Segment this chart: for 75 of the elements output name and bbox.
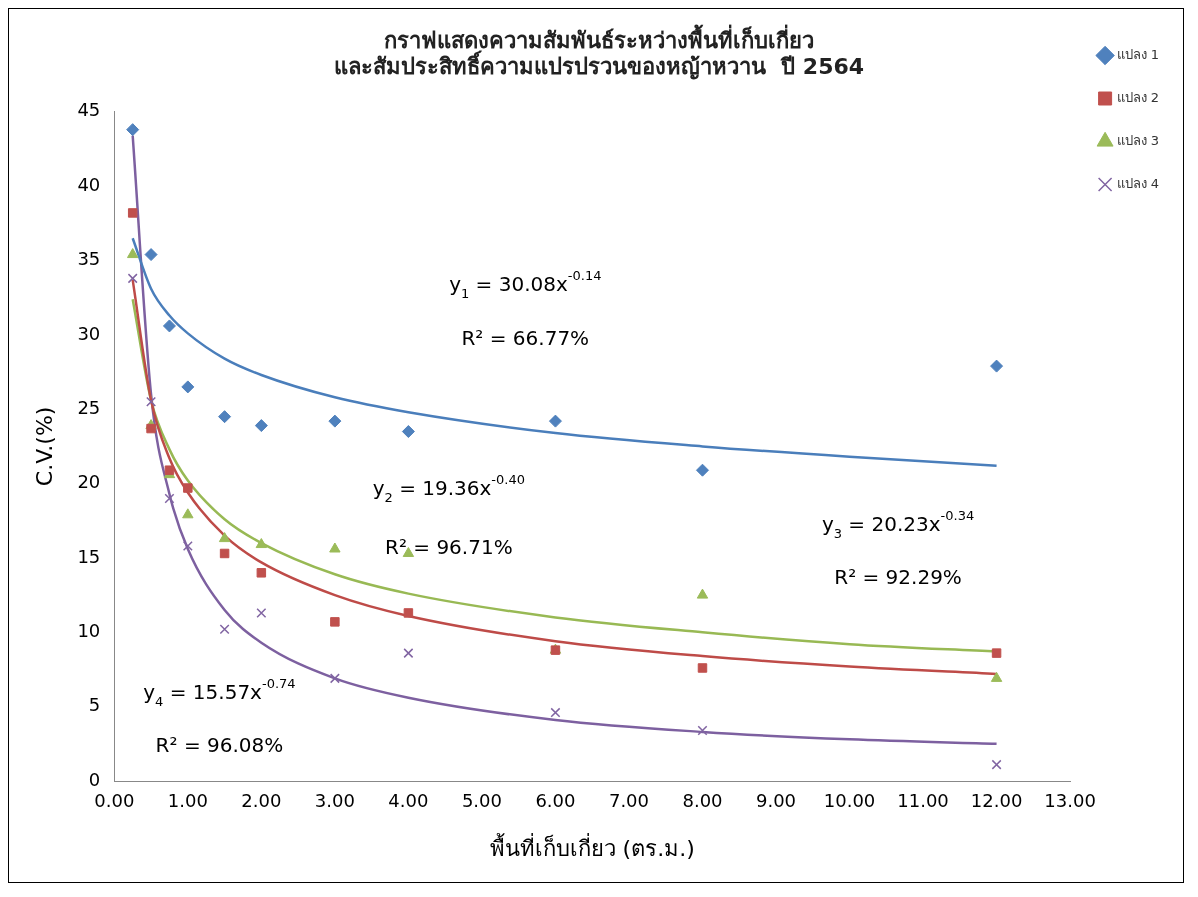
- point: [218, 532, 231, 543]
- legend-label: แปลง 3: [1116, 132, 1159, 148]
- x-tick-label: 5.00: [461, 790, 502, 812]
- annotation: R² = 96.71%: [385, 534, 513, 559]
- point: [328, 414, 342, 428]
- point: [218, 410, 232, 424]
- y-tick-label: 25: [77, 396, 101, 418]
- annotation: R² = 92.29%: [834, 565, 962, 590]
- annotation: R² = 66.77%: [461, 325, 590, 350]
- point: [127, 208, 138, 218]
- point: [164, 493, 175, 504]
- x-tick-label: 2.00: [241, 790, 282, 812]
- point: [991, 759, 1002, 770]
- point: [330, 617, 340, 627]
- point: [181, 380, 195, 394]
- point: [256, 568, 267, 578]
- point: [403, 608, 414, 618]
- x-tick-label: 9.00: [755, 790, 797, 812]
- point: [219, 624, 230, 635]
- legend-label: แปลง 1: [1116, 46, 1159, 62]
- point: [990, 359, 1004, 373]
- x-axis-title: พื้นที่เก็บเกี่ยว (ตร.ม.): [489, 832, 695, 861]
- point: [162, 319, 176, 333]
- point: [146, 396, 157, 407]
- point: [403, 648, 414, 659]
- point: [126, 123, 140, 137]
- line-series: [131, 236, 998, 467]
- point: [696, 588, 709, 599]
- x-tick-label: 0.00: [94, 790, 135, 812]
- legend-label: แปลง 2: [1116, 89, 1159, 105]
- y-tick-label: 10: [77, 619, 101, 641]
- y-tick-label: 20: [77, 471, 101, 493]
- point: [990, 671, 1003, 682]
- point: [254, 419, 268, 433]
- x-tick-label: 10.00: [823, 790, 876, 812]
- point: [127, 273, 138, 284]
- point: [550, 707, 561, 718]
- point: [697, 663, 708, 673]
- point: [183, 483, 193, 493]
- point: [164, 465, 175, 475]
- point: [126, 248, 139, 259]
- point: [695, 463, 709, 477]
- point: [255, 538, 268, 549]
- y-tick-label: 45: [77, 99, 101, 121]
- point: [401, 425, 415, 439]
- x-tick-label: 13.00: [1044, 790, 1096, 812]
- x-tick-label: 6.00: [535, 790, 576, 812]
- legend-label: แปลง 4: [1116, 175, 1159, 191]
- y-tick-label: 15: [77, 545, 101, 567]
- x-tick-label: 4.00: [388, 790, 429, 812]
- y-axis-title: C.V.(%): [31, 406, 57, 487]
- point: [697, 725, 708, 736]
- point: [146, 423, 156, 434]
- x-tick-label: 1.00: [167, 790, 208, 812]
- x-tick-label: 7.00: [608, 790, 649, 812]
- y-tick-label: 40: [77, 173, 101, 195]
- x-tick-label: 12.00: [970, 790, 1023, 812]
- point: [329, 673, 340, 684]
- point: [256, 607, 267, 618]
- point: [144, 248, 158, 262]
- x-tick-label: 3.00: [314, 790, 355, 812]
- point: [329, 542, 341, 553]
- annotation: R² = 96.08%: [155, 733, 284, 758]
- chart-title: กราฟแสดงความสัมพันธ์ระหว่างพื้นที่เก็บเกี่ยว และสัมประสิทธิ์ความแปรปรวนของหญ้าหวาน ปี 2564: [333, 23, 865, 81]
- y-tick-label: 30: [77, 322, 101, 344]
- y-tick-label: 5: [88, 694, 101, 716]
- point: [182, 541, 193, 552]
- point: [991, 648, 1002, 658]
- x-tick-label: 11.00: [897, 790, 949, 812]
- y-tick-label: 35: [77, 248, 101, 270]
- y-tick-label: 0: [88, 768, 101, 790]
- x-tick-label: 8.00: [682, 790, 723, 812]
- point: [182, 508, 194, 519]
- point: [219, 548, 230, 559]
- point: [548, 414, 562, 428]
